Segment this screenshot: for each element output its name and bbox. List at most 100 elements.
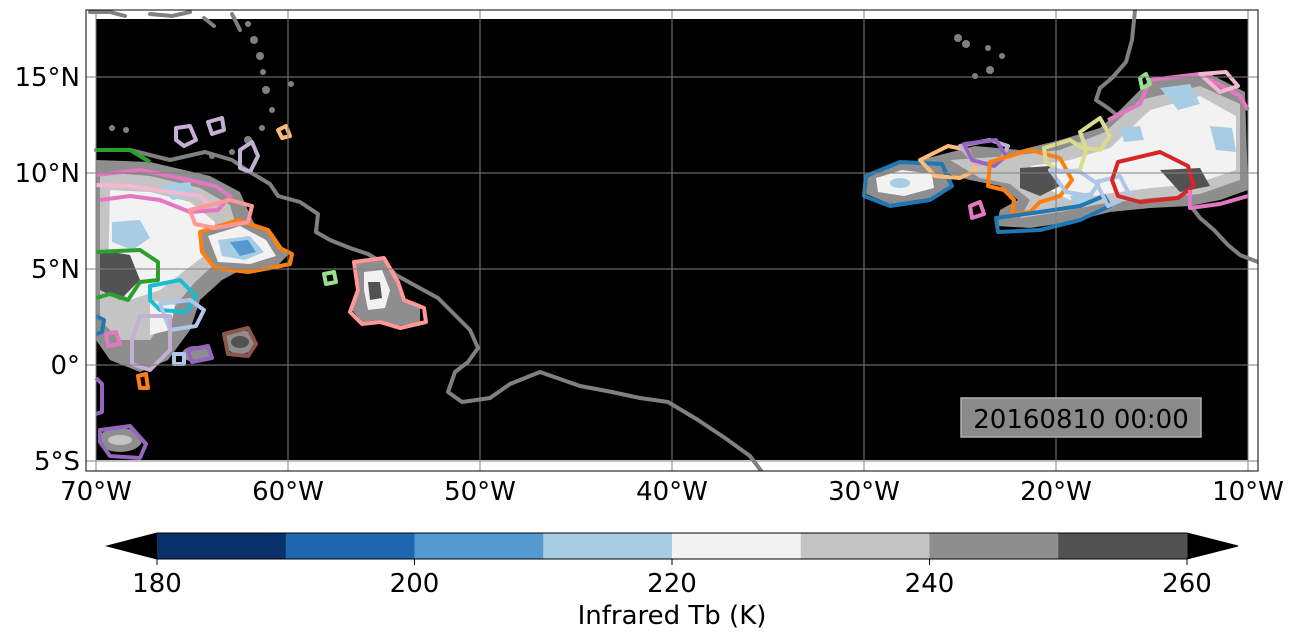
island — [109, 125, 115, 131]
axis-frame — [85, 9, 1259, 472]
outline-lavender — [130, 314, 172, 372]
outline-lightpink — [1198, 70, 1240, 94]
island — [288, 81, 294, 87]
island — [972, 73, 978, 79]
island — [259, 125, 265, 131]
lat-tick-label: 5°S — [34, 447, 80, 477]
cloud-darkgray — [368, 282, 382, 300]
cloud-cluster-east — [866, 74, 1248, 228]
outline-salmon — [348, 256, 428, 330]
outline-lavender — [206, 116, 226, 136]
outline-cyan — [148, 278, 198, 314]
outline-red — [1110, 150, 1196, 204]
cloud-medblue — [230, 240, 256, 256]
outline-salmon — [188, 198, 254, 230]
outline-lightpink — [95, 183, 212, 208]
island — [986, 66, 994, 74]
outline-brown — [222, 326, 258, 358]
lon-tick-label: 40°W — [636, 477, 708, 507]
colorbar-tick-label: 180 — [132, 569, 182, 599]
island — [999, 53, 1005, 59]
outline-lightgreen — [1138, 72, 1152, 90]
outline-blue — [95, 314, 106, 336]
coastline-caribbean — [88, 10, 242, 32]
colorbar-bin — [929, 533, 1059, 559]
lat-tick-label: 5°N — [31, 255, 80, 285]
outline-orange — [986, 148, 1074, 216]
island — [260, 69, 266, 75]
outline-lavender — [174, 124, 198, 148]
timestamp-text: 20160810 00:00 — [973, 405, 1189, 435]
lon-tick-label: 70°W — [60, 477, 132, 507]
coastline-south-america — [94, 148, 764, 471]
outline-lightblue — [172, 352, 186, 366]
outline-peach — [918, 144, 978, 180]
colorbar-tick-label: 220 — [647, 569, 697, 599]
colorbar-under-arrow — [107, 533, 157, 559]
colorbar-bin — [414, 533, 544, 559]
lon-tick-label: 60°W — [252, 477, 324, 507]
island — [123, 127, 129, 133]
cloud-lightblue — [1210, 126, 1236, 152]
cloud-lightblue — [1120, 126, 1144, 142]
lat-tick-label: 10°N — [14, 159, 80, 189]
colorbar-tick-label: 240 — [905, 569, 955, 599]
colorbar-bin — [672, 533, 802, 559]
colorbar-label: Infrared Tb (K) — [578, 601, 767, 631]
cloud-lightblue — [1160, 84, 1200, 110]
outline-purple — [94, 376, 104, 416]
island — [229, 149, 235, 155]
outline-orange — [136, 372, 150, 390]
lon-tick-label: 30°W — [828, 477, 900, 507]
cloud-darkgray — [100, 250, 140, 300]
island — [985, 45, 991, 51]
outline-green — [95, 248, 160, 302]
lon-tick-label: 20°W — [1020, 477, 1092, 507]
outline-lightgreen — [322, 270, 338, 286]
outline-purple — [186, 344, 214, 364]
colorbar-bin — [800, 533, 930, 559]
island — [962, 40, 970, 48]
outline-peach — [276, 124, 292, 140]
colorbar-over-arrow — [1187, 533, 1238, 559]
island — [262, 86, 270, 94]
colorbar-bin — [543, 533, 673, 559]
lat-tick-labels: 15°N 10°N 5°N 0° 5°S — [14, 63, 80, 477]
gridlines — [86, 10, 1258, 471]
cloud-lightblue — [112, 220, 150, 250]
timestamp-background — [960, 397, 1202, 438]
lon-tick-label: 10°W — [1212, 477, 1284, 507]
outline-pink — [1188, 190, 1249, 210]
island — [269, 107, 275, 113]
cloud-darkgray — [1160, 168, 1210, 192]
cloud-lightblue — [890, 178, 910, 188]
island — [954, 34, 962, 42]
lat-tick-label: 0° — [50, 351, 80, 381]
colorbar-bin — [285, 533, 415, 559]
outline-khaki — [1078, 116, 1112, 152]
colorbar-tick-label: 200 — [390, 569, 440, 599]
outline-pink — [104, 330, 122, 348]
outline-lightblue — [1048, 168, 1100, 198]
colorbar-bin — [1058, 533, 1188, 559]
outline-purple — [98, 424, 148, 460]
island — [245, 21, 251, 27]
colorbar-bin — [157, 533, 287, 559]
cloud-cluster-amazon — [352, 260, 420, 326]
cloud-darkgray — [231, 336, 249, 348]
timestamp-box: 20160810 00:00 — [960, 397, 1202, 438]
colorbar: 180 200 220 240 260 — [105, 532, 1239, 599]
lon-tick-label: 50°W — [444, 477, 516, 507]
lon-tick-labels: 70°W 60°W 50°W 40°W 30°W 20°W 10°W — [60, 477, 1284, 507]
outline-blue — [862, 160, 954, 208]
cloud-white — [108, 435, 132, 445]
outline-pink — [968, 200, 986, 220]
outline-lavender — [238, 140, 260, 174]
outline-orange — [198, 218, 294, 274]
island — [256, 52, 264, 60]
lat-tick-label: 15°N — [14, 63, 80, 93]
island — [209, 153, 215, 159]
colorbar-tick-label: 260 — [1162, 569, 1212, 599]
outline-green — [96, 148, 152, 164]
